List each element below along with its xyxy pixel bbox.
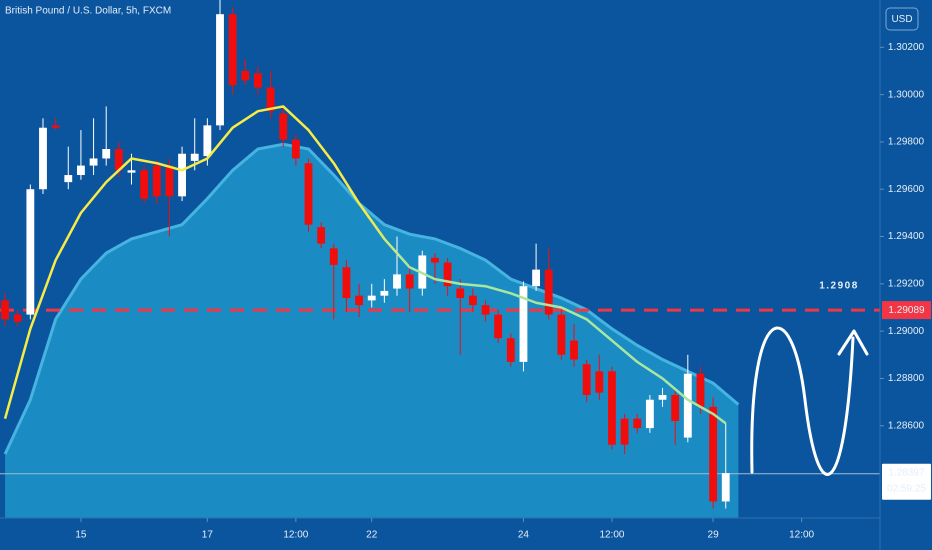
candle-body — [481, 305, 490, 315]
last-price-label: 1.28397 — [888, 467, 925, 478]
candle-body — [140, 170, 149, 199]
chart-title: British Pound / U.S. Dollar, 5h, FXCM — [5, 6, 171, 17]
y-tick-label: 1.29600 — [888, 184, 925, 195]
x-tick-label: 12:00 — [283, 530, 308, 541]
y-tick-label: 1.29200 — [888, 278, 925, 289]
candle-body — [393, 274, 401, 289]
candle-body — [190, 153, 199, 161]
candle-body — [266, 87, 275, 112]
candle-body — [178, 153, 186, 197]
x-tick-label: 15 — [75, 530, 87, 541]
candle-body — [658, 395, 667, 400]
candle-body — [595, 371, 604, 393]
y-tick-label: 1.28800 — [888, 373, 925, 384]
candle-body — [51, 125, 60, 128]
candle-body — [355, 295, 363, 306]
candle-body — [102, 149, 111, 159]
candle-body — [254, 73, 262, 88]
candle-body — [443, 262, 452, 287]
candle-body — [241, 70, 250, 81]
y-tick-label: 1.29800 — [888, 137, 925, 148]
level-annotation: 1.2908 — [819, 281, 859, 292]
candle-body — [89, 158, 98, 166]
candle-body — [228, 14, 237, 86]
candle-body — [570, 340, 578, 360]
x-tick-label: 12:00 — [599, 530, 624, 541]
candle-body — [216, 14, 224, 126]
x-tick-label: 24 — [518, 530, 530, 541]
countdown-label: 02:59:25 — [887, 483, 926, 494]
area-fill — [5, 144, 739, 518]
candle-body — [709, 406, 718, 502]
candle-body — [431, 257, 439, 263]
x-tick-label: 12:00 — [789, 530, 814, 541]
candle-body — [152, 165, 161, 197]
candle-body — [317, 227, 326, 244]
currency-label[interactable]: USD — [891, 14, 912, 25]
currency-box[interactable] — [885, 7, 919, 31]
x-tick-label: 22 — [366, 530, 378, 541]
area-edge — [3, 142, 740, 455]
x-tick-label: 29 — [708, 530, 720, 541]
moving-average-line — [3, 105, 727, 425]
candle-body — [468, 295, 477, 306]
candle-body — [279, 113, 288, 140]
level-price-label: 1.29089 — [888, 305, 925, 316]
y-tick-label: 1.28600 — [888, 420, 925, 431]
candle-body — [608, 371, 616, 445]
candle-body — [1, 300, 9, 320]
candle-body — [494, 314, 503, 339]
candle-body — [114, 149, 123, 171]
candle-body — [721, 473, 730, 502]
candle-body — [380, 290, 389, 296]
candle-body — [582, 364, 591, 396]
candle-body — [633, 418, 642, 429]
y-tick-label: 1.30000 — [888, 89, 925, 100]
candle-body — [367, 295, 376, 301]
candle-body — [645, 399, 654, 429]
y-tick-label: 1.29400 — [888, 231, 925, 242]
candle-body — [291, 139, 300, 159]
y-tick-label: 1.30200 — [888, 42, 925, 53]
candle-body — [304, 163, 313, 225]
candle-body — [683, 373, 692, 438]
candle-body — [165, 165, 174, 197]
last-price-box — [882, 463, 931, 500]
candle-body — [127, 170, 136, 173]
plot-area — [0, 0, 880, 518]
projection-curve — [750, 326, 855, 476]
candle-body — [456, 288, 465, 299]
candle-body — [671, 395, 680, 422]
x-tick-label: 17 — [202, 530, 214, 541]
candle-body — [342, 267, 351, 299]
candle-body — [26, 189, 35, 315]
candle-body — [64, 175, 73, 183]
candle-body — [557, 314, 566, 355]
candle-body — [203, 125, 212, 157]
level-price-box — [882, 301, 931, 320]
candle-body — [405, 274, 414, 289]
candle-body — [39, 127, 47, 190]
candle-body — [519, 286, 528, 362]
candle-body — [532, 269, 541, 287]
candle-body — [506, 338, 515, 362]
candle-body — [13, 314, 22, 322]
y-tick-label: 1.29000 — [888, 326, 925, 337]
candle-body — [77, 165, 85, 176]
candle-body — [696, 373, 705, 407]
candle-body — [620, 418, 629, 445]
projection-arrowhead — [837, 329, 869, 356]
candle-body — [544, 269, 553, 315]
candle-body — [329, 248, 338, 265]
